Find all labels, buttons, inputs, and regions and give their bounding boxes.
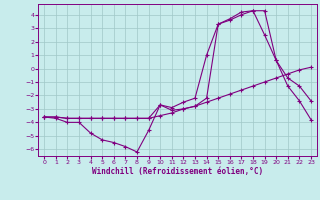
X-axis label: Windchill (Refroidissement éolien,°C): Windchill (Refroidissement éolien,°C) (92, 167, 263, 176)
